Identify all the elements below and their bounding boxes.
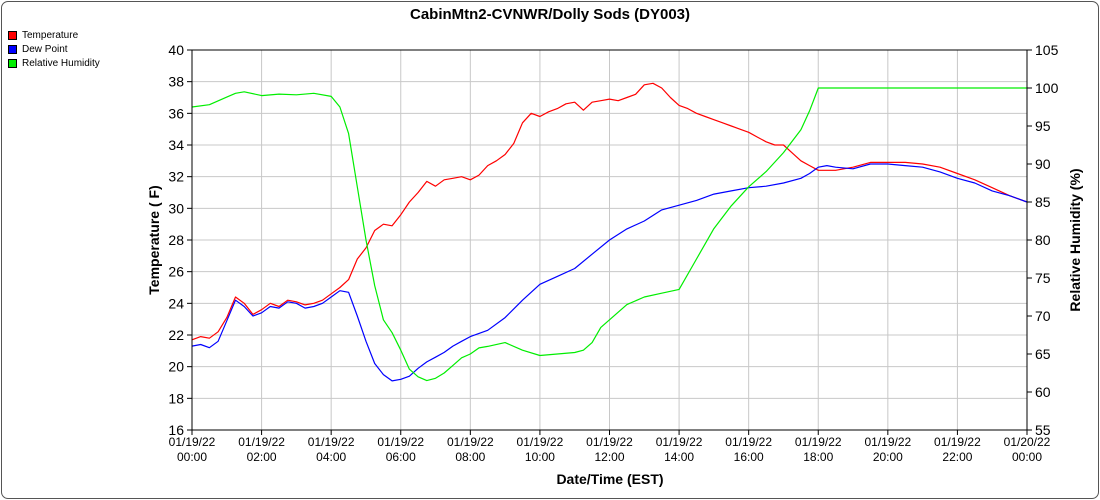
y-tick-label-left: 24 <box>168 295 184 311</box>
y-tick-label-left: 36 <box>168 105 184 121</box>
y-tick-label-right: 105 <box>1035 42 1059 58</box>
y-tick-label-right: 70 <box>1035 308 1051 324</box>
x-tick-label-date: 01/19/22 <box>586 435 633 449</box>
legend-swatch-relative-humidity <box>8 58 17 68</box>
series-line-temperature <box>191 82 1028 341</box>
x-tick-label-time: 16:00 <box>734 450 764 464</box>
x-tick-label-time: 14:00 <box>664 450 694 464</box>
series-line-dew-point <box>191 163 1028 382</box>
chart-title: CabinMtn2-CVNWR/Dolly Sods (DY003) <box>410 6 690 23</box>
legend-swatch-temperature <box>8 30 17 40</box>
axes: 16 18 20 22 24 26 28 30 32 34 36 38 40 55 60 65 70 75 80 85… <box>168 42 1058 464</box>
legend-item-dew-point: Dew Point <box>8 42 100 56</box>
x-tick-label-time: 12:00 <box>594 450 624 464</box>
legend-label-dew-point: Dew Point <box>22 43 68 55</box>
x-tick-label-date: 01/19/22 <box>725 435 772 449</box>
x-tick-label-time: 04:00 <box>316 450 346 464</box>
y-tick-label-left: 18 <box>168 390 184 406</box>
legend-item-temperature: Temperature <box>8 28 100 42</box>
y-axis-label-left: Temperature ( F) <box>146 185 162 294</box>
y-tick-label-left: 38 <box>168 74 184 90</box>
x-tick-label-date: 01/19/22 <box>377 435 424 449</box>
y-tick-label-right: 60 <box>1035 384 1051 400</box>
x-tick-label-date: 01/19/22 <box>169 435 216 449</box>
y-tick-label-right: 80 <box>1035 232 1051 248</box>
x-tick-label-date: 01/19/22 <box>238 435 285 449</box>
plot-area-border <box>191 49 1028 431</box>
x-tick-label-time: 00:00 <box>177 450 207 464</box>
x-tick-label-time: 06:00 <box>386 450 416 464</box>
legend-swatch-dew-point <box>8 44 17 54</box>
y-tick-label-left: 28 <box>168 232 184 248</box>
y-tick-label-left: 34 <box>168 137 184 153</box>
x-tick-label-time: 08:00 <box>455 450 485 464</box>
legend-item-relative-humidity: Relative Humidity <box>8 56 100 70</box>
legend: Temperature Dew Point Relative Humidity <box>8 28 100 70</box>
y-tick-label-left: 20 <box>168 359 184 375</box>
x-tick-label-date: 01/19/22 <box>795 435 842 449</box>
y-tick-label-right: 75 <box>1035 270 1051 286</box>
x-tick-label-date: 01/19/22 <box>934 435 981 449</box>
x-axis-label: Date/Time (EST) <box>556 471 663 487</box>
x-tick-label-date: 01/19/22 <box>447 435 494 449</box>
y-tick-label-right: 55 <box>1035 422 1051 438</box>
x-tick-label-time: 00:00 <box>1012 450 1042 464</box>
x-tick-label-date: 01/20/22 <box>1004 435 1051 449</box>
y-tick-label-left: 30 <box>168 200 184 216</box>
x-tick-label-date: 01/19/22 <box>656 435 703 449</box>
x-tick-label-time: 10:00 <box>525 450 555 464</box>
y-tick-label-left: 16 <box>168 422 184 438</box>
series-layer <box>191 82 1028 382</box>
y-axis-label-right: Relative Humidity (%) <box>1067 168 1083 311</box>
x-tick-label-time: 22:00 <box>942 450 972 464</box>
x-tick-label-time: 02:00 <box>247 450 277 464</box>
y-tick-label-right: 85 <box>1035 194 1051 210</box>
y-tick-label-left: 40 <box>168 42 184 58</box>
series-line-relative-humidity <box>191 87 1027 382</box>
x-tick-label-date: 01/19/22 <box>864 435 911 449</box>
y-tick-label-left: 26 <box>168 264 184 280</box>
y-tick-label-left: 22 <box>168 327 184 343</box>
y-tick-label-right: 65 <box>1035 346 1051 362</box>
x-tick-label-date: 01/19/22 <box>308 435 355 449</box>
legend-label-temperature: Temperature <box>22 29 79 41</box>
y-tick-label-right: 90 <box>1035 156 1051 172</box>
y-tick-label-right: 100 <box>1035 80 1059 96</box>
x-tick-label-time: 20:00 <box>873 450 903 464</box>
x-tick-label-time: 18:00 <box>803 450 833 464</box>
y-tick-label-left: 32 <box>168 169 184 185</box>
y-tick-label-right: 95 <box>1035 118 1051 134</box>
x-tick-label-date: 01/19/22 <box>517 435 564 449</box>
legend-label-relative-humidity: Relative Humidity <box>22 57 100 69</box>
